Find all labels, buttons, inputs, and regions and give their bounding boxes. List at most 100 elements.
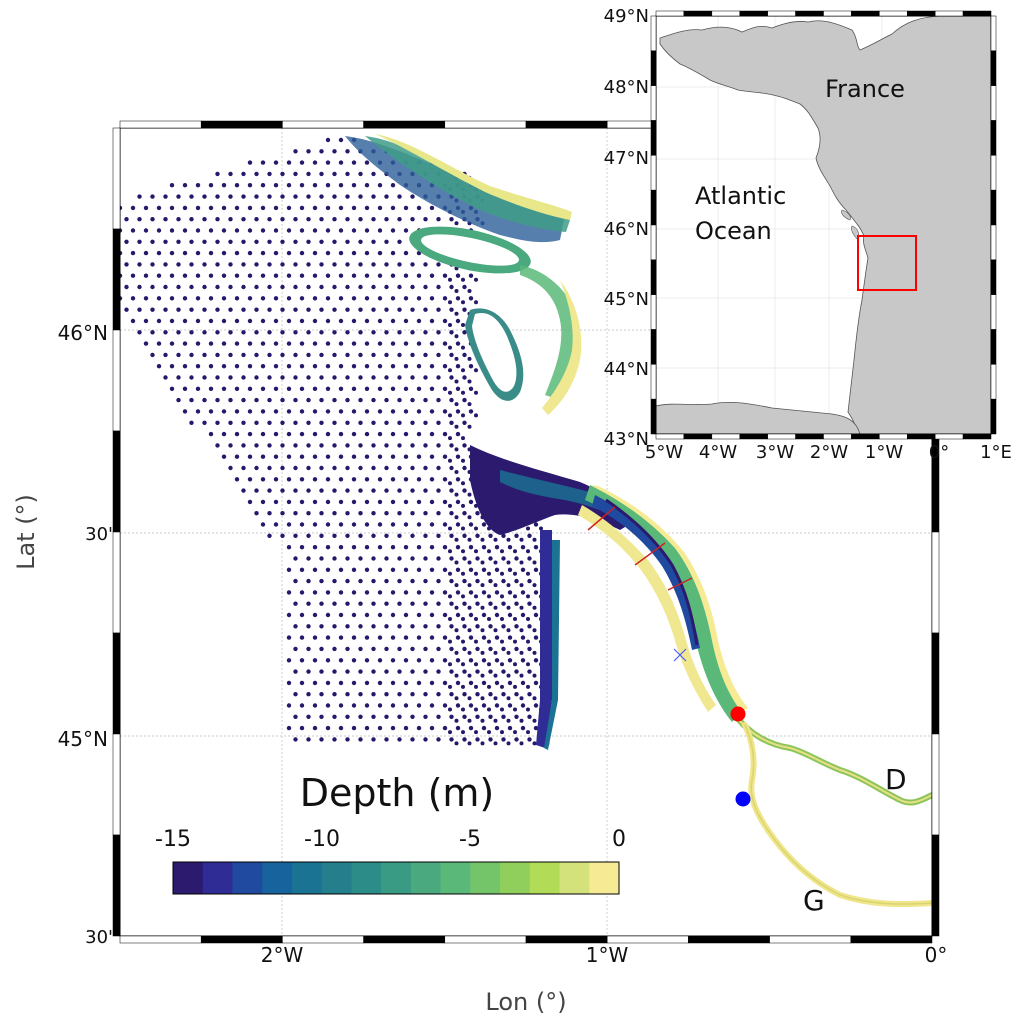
mesh-node	[462, 465, 467, 471]
mesh-node	[513, 594, 517, 599]
mesh-node	[293, 420, 298, 425]
mesh-node	[461, 345, 465, 350]
mesh-node	[481, 680, 487, 686]
mesh-node	[163, 239, 168, 244]
mesh-node	[488, 692, 493, 697]
mesh-node	[397, 443, 402, 448]
mesh-node	[338, 386, 344, 391]
colorbar-title: Depth (m)	[300, 771, 495, 815]
mesh-node	[532, 696, 537, 701]
mesh-node	[506, 537, 511, 542]
mesh-node	[410, 646, 415, 652]
inset-x-tick-4w: 4°W	[699, 442, 737, 463]
mesh-node	[306, 737, 311, 742]
mesh-node	[397, 375, 402, 380]
mesh-node	[293, 149, 298, 154]
mesh-node	[461, 730, 465, 735]
mesh-node	[527, 714, 532, 719]
mesh-node	[468, 590, 474, 595]
mesh-node	[461, 368, 465, 373]
mesh-node	[358, 601, 363, 606]
mesh-node	[384, 624, 389, 629]
mesh-node	[519, 718, 524, 723]
mesh-node	[500, 639, 504, 644]
inset-y-tick-45n: 45°N	[604, 289, 649, 310]
mesh-node	[514, 646, 519, 652]
mesh-node	[293, 284, 298, 290]
mesh-node	[449, 669, 454, 674]
mesh-node	[526, 639, 530, 644]
mesh-node	[156, 250, 162, 256]
mesh-node	[454, 628, 459, 633]
mesh-node	[299, 205, 305, 211]
mesh-node	[358, 646, 363, 652]
mesh-node	[332, 217, 337, 222]
y-tick-44-30: 30'	[85, 927, 113, 948]
mesh-node	[221, 183, 227, 188]
mesh-node	[273, 386, 279, 391]
mesh-node	[267, 511, 272, 516]
mesh-node	[345, 511, 350, 516]
mesh-node	[423, 352, 428, 358]
mesh-node	[519, 605, 524, 610]
mesh-node	[150, 307, 155, 312]
mesh-node	[520, 612, 526, 618]
mesh-node	[467, 356, 472, 361]
mesh-node	[506, 650, 511, 655]
mesh-node	[312, 658, 318, 663]
mesh-node	[293, 465, 298, 471]
mesh-node	[527, 737, 532, 742]
mesh-node	[501, 692, 506, 697]
mesh-node	[462, 488, 467, 493]
mesh-node	[351, 703, 357, 708]
mesh-node	[519, 696, 524, 701]
mesh-node	[468, 725, 474, 731]
mesh-node	[454, 470, 459, 474]
mesh-node	[130, 228, 136, 233]
mesh-node	[195, 296, 201, 301]
mesh-node	[403, 318, 409, 324]
mesh-node	[494, 612, 500, 618]
mesh-node	[156, 273, 162, 278]
mesh-node	[221, 296, 227, 301]
mesh-node	[306, 420, 311, 425]
mesh-node	[481, 725, 487, 731]
mesh-node	[449, 692, 454, 697]
mesh-node	[332, 646, 337, 652]
mesh-node	[527, 692, 532, 697]
mesh-node	[416, 431, 422, 437]
mesh-node	[286, 635, 292, 640]
mesh-node	[475, 624, 480, 629]
mesh-node	[429, 431, 435, 437]
mesh-node	[364, 205, 370, 211]
mesh-node	[520, 590, 526, 595]
mesh-node	[371, 669, 376, 674]
mesh-node	[390, 341, 396, 346]
mesh-node	[241, 171, 246, 177]
mesh-node	[254, 171, 259, 177]
mesh-node	[448, 277, 452, 282]
mesh-node	[461, 684, 465, 689]
mesh-node	[468, 680, 474, 686]
mesh-node	[436, 217, 441, 222]
mesh-node	[467, 628, 472, 633]
mesh-node	[124, 307, 129, 312]
y-tick-46n: 46°N	[58, 321, 108, 345]
colorbar-swatch	[559, 862, 590, 894]
mesh-node	[377, 228, 383, 233]
mesh-node	[273, 522, 279, 527]
mesh-node	[442, 477, 448, 482]
mesh-node	[488, 533, 493, 538]
mesh-node	[442, 658, 448, 663]
mesh-node	[467, 289, 472, 293]
mesh-node	[332, 465, 337, 471]
mesh-node	[286, 205, 292, 211]
mesh-node	[293, 692, 298, 697]
mesh-node	[332, 239, 337, 244]
mesh-node	[338, 454, 344, 459]
mesh-node	[449, 556, 454, 561]
mesh-node	[351, 680, 357, 686]
mesh-node	[454, 673, 459, 678]
mesh-node	[449, 511, 454, 516]
